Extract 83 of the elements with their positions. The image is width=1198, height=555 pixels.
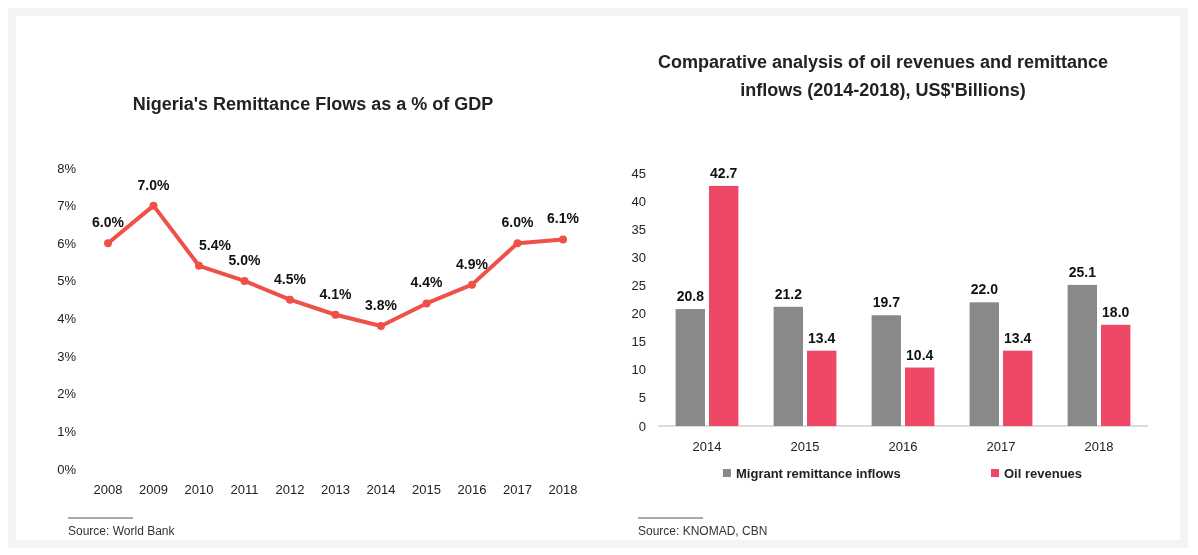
y-tick-label: 7% <box>57 198 77 214</box>
y-tick-label: 5% <box>57 273 77 289</box>
data-label: 25.1 <box>1068 263 1097 280</box>
x-tick-label: 2009 <box>139 481 168 497</box>
x-tick-label: 2018 <box>1084 438 1114 454</box>
data-label: 18.0 <box>1102 303 1130 320</box>
point <box>422 299 431 308</box>
x-tick-label: 2018 <box>548 481 578 497</box>
y-tick-label: 3% <box>57 348 77 364</box>
point <box>195 261 203 270</box>
chart-title: Comparative analysis of oil revenues and remittance inflows (2014-2018), US$'Billions) <box>657 52 1109 100</box>
x-tick-label: 2014 <box>366 481 396 497</box>
point <box>104 239 112 248</box>
bar <box>675 309 705 426</box>
y-tick-label: 30 <box>631 249 646 265</box>
bar <box>871 315 901 426</box>
bar <box>969 302 999 426</box>
y-tick-label: 4% <box>57 311 77 327</box>
legend-label: Oil revenues <box>1004 465 1083 481</box>
source-note: Source: World Bank <box>68 524 176 539</box>
y-tick-label: 10 <box>631 362 646 378</box>
x-tick-label: 2017 <box>986 438 1016 454</box>
bar <box>1003 350 1033 426</box>
data-label: 4.9% <box>456 255 489 272</box>
bar <box>709 185 739 426</box>
point <box>331 310 340 319</box>
point <box>240 276 249 285</box>
x-tick-label: 2013 <box>321 481 350 497</box>
y-tick-label: 1% <box>57 423 77 439</box>
data-label: 22.0 <box>970 281 999 298</box>
data-label: 7.0% <box>137 176 170 193</box>
point <box>286 295 294 304</box>
data-label: 6.1% <box>547 210 580 227</box>
x-tick-label: 2014 <box>692 438 722 454</box>
y-tick-label: 5 <box>638 390 646 406</box>
y-tick-label: 35 <box>631 221 646 237</box>
y-tick-label: 15 <box>631 334 646 350</box>
bar <box>905 367 935 426</box>
data-label: 3.8% <box>365 297 398 314</box>
data-label: 42.7 <box>710 164 738 181</box>
bar <box>773 306 803 426</box>
x-tick-label: 2012 <box>275 481 305 497</box>
bar <box>1101 324 1131 426</box>
data-label: 20.8 <box>676 288 705 305</box>
y-tick-label: 20 <box>631 306 646 322</box>
data-label: 6.0% <box>92 214 125 231</box>
x-tick-label: 2008 <box>93 481 123 497</box>
data-label: 10.4 <box>906 346 934 363</box>
y-tick-label: 2% <box>57 386 77 402</box>
y-tick-label: 0 <box>638 418 646 434</box>
chart-title: Nigeria's Remittance Flows as a % of GDP <box>132 94 494 114</box>
y-tick-label: 40 <box>631 193 646 209</box>
data-label: 19.7 <box>872 294 901 311</box>
data-label: 6.0% <box>501 214 534 231</box>
y-tick-label: 0% <box>57 461 77 477</box>
x-tick-label: 2011 <box>230 481 259 497</box>
y-tick-label: 6% <box>57 235 77 251</box>
data-label: 5.0% <box>228 251 261 268</box>
x-tick-label: 2016 <box>888 438 918 454</box>
bar <box>1067 284 1097 426</box>
data-label: 4.5% <box>274 270 307 287</box>
point <box>513 239 522 248</box>
y-tick-label: 25 <box>631 277 646 293</box>
x-tick-label: 2015 <box>412 481 441 497</box>
x-tick-label: 2010 <box>184 481 214 497</box>
data-label: 21.2 <box>774 285 803 302</box>
point <box>559 235 567 244</box>
y-tick-label: 8% <box>57 160 77 176</box>
point <box>149 201 158 210</box>
x-tick-label: 2015 <box>790 438 820 454</box>
bar <box>807 350 837 426</box>
data-label: 4.4% <box>410 274 443 291</box>
data-label: 4.1% <box>319 285 352 302</box>
x-tick-label: 2017 <box>503 481 532 497</box>
x-tick-label: 2016 <box>457 481 487 497</box>
point <box>377 322 385 331</box>
data-label: 13.4 <box>1004 329 1032 346</box>
source-note: Source: KNOMAD, CBN <box>638 524 768 539</box>
y-tick-label: 45 <box>631 165 646 181</box>
legend-label: Migrant remittance inflows <box>736 465 901 481</box>
data-label: 5.4% <box>199 236 232 253</box>
point <box>468 280 476 289</box>
data-label: 13.4 <box>808 329 836 346</box>
